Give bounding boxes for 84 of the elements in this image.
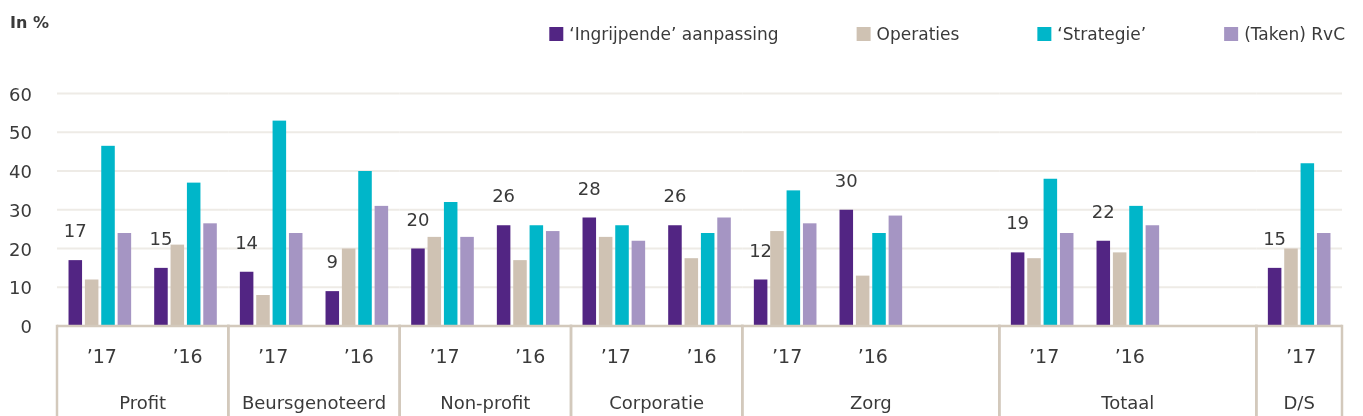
- bar: [631, 240, 646, 326]
- bar: [888, 215, 903, 326]
- bar: [117, 233, 132, 326]
- x-axis-title: Corporatie: [609, 392, 705, 413]
- bar: [460, 236, 474, 326]
- bar: [374, 205, 389, 326]
- bar: [1129, 205, 1143, 326]
- y-tick-label: 20: [9, 238, 32, 259]
- bar: [288, 233, 303, 326]
- x-tick-label: ’16: [857, 345, 888, 367]
- x-tick-label: ’16: [515, 345, 546, 367]
- bar: [872, 233, 886, 326]
- bar: [839, 209, 854, 326]
- bar: [1267, 267, 1282, 326]
- y-tick-label: 0: [20, 315, 32, 337]
- x-tick-label: ’16: [686, 345, 717, 367]
- bar: [615, 225, 629, 326]
- y-tick-label: 40: [9, 160, 32, 182]
- data-label: 9: [326, 251, 339, 273]
- bar: [1300, 163, 1315, 326]
- y-tick-label: 60: [9, 83, 32, 104]
- y-tick-label: 30: [9, 199, 32, 221]
- data-label: 15: [1263, 227, 1287, 249]
- data-label: 17: [63, 220, 87, 242]
- x-tick-label: ’16: [343, 345, 374, 367]
- data-label: 26: [492, 185, 516, 207]
- bar: [700, 233, 715, 326]
- x-tick-label: ’17: [86, 345, 117, 367]
- legend-label: (Taken) RvC: [1244, 24, 1345, 44]
- data-label: 20: [406, 208, 430, 230]
- data-label: 26: [663, 185, 687, 207]
- bar: [529, 225, 544, 326]
- data-label: 30: [834, 169, 858, 191]
- data-label: 15: [149, 227, 173, 249]
- legend-label: ‘Ingrijpende’ aanpassing: [569, 24, 779, 44]
- bar: [753, 279, 768, 326]
- data-label: 14: [235, 231, 259, 253]
- bar: [1096, 240, 1111, 326]
- legend-label: Operaties: [876, 24, 960, 44]
- legend-label: ‘Strategie’: [1057, 24, 1147, 44]
- x-axis-title: Zorg: [849, 392, 892, 413]
- bar: [325, 291, 340, 326]
- bar: [101, 145, 115, 326]
- bar: [496, 225, 511, 326]
- x-tick-label: ’17: [429, 345, 460, 367]
- bar: [786, 190, 801, 326]
- bar: [802, 223, 817, 326]
- bar: [154, 267, 168, 326]
- bar: [582, 217, 597, 326]
- data-label: 12: [749, 239, 773, 261]
- bar: [1059, 233, 1074, 326]
- bar: [68, 260, 83, 326]
- x-tick-label: ’17: [1286, 345, 1317, 367]
- bar: [1010, 252, 1025, 326]
- bar: [1316, 233, 1331, 326]
- x-axis-title: Non-profit: [440, 392, 531, 413]
- data-label: 19: [1006, 212, 1030, 234]
- bar: [239, 271, 254, 326]
- x-tick-label: ’17: [600, 345, 631, 367]
- bar: [668, 225, 682, 326]
- data-label: 22: [1091, 200, 1115, 222]
- x-axis-title: D/S: [1283, 392, 1315, 413]
- y-tick-label: 50: [9, 121, 32, 143]
- bar: [1043, 178, 1058, 326]
- bar: [545, 231, 560, 326]
- data-label: 28: [577, 177, 601, 199]
- x-axis-title: Profit: [119, 392, 167, 413]
- y-axis-title: In %: [10, 13, 49, 32]
- y-tick-label: 10: [9, 276, 32, 298]
- bar: [443, 202, 458, 326]
- bar: [411, 248, 425, 326]
- x-axis-title: Totaal: [1100, 392, 1155, 413]
- bar: [186, 182, 201, 326]
- bar: [358, 171, 372, 326]
- x-axis-title: Beursgenoteerd: [241, 392, 387, 413]
- x-tick-label: ’16: [1114, 345, 1145, 367]
- bar: [272, 120, 287, 326]
- x-tick-label: ’17: [1029, 345, 1060, 367]
- x-tick-label: ’17: [258, 345, 289, 367]
- bar: [1145, 225, 1160, 326]
- bar: [203, 223, 217, 326]
- bar: [717, 217, 731, 326]
- x-tick-label: ’17: [772, 345, 803, 367]
- x-tick-label: ’16: [172, 345, 203, 367]
